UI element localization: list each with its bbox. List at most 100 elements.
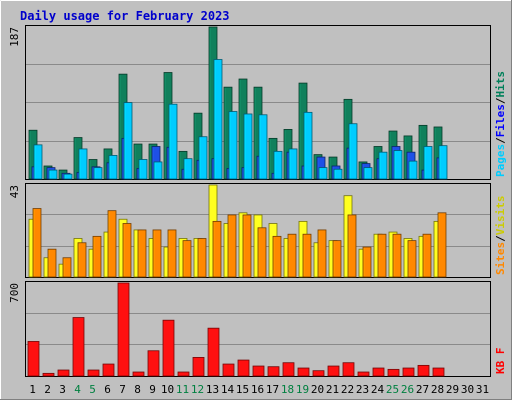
bar-sites-day-22 [347, 214, 357, 278]
bar-kb-f-day-5 [87, 369, 100, 377]
x-tick-label: 28 [431, 383, 444, 396]
bar-sites-day-21 [332, 240, 342, 278]
bar-sites-day-2 [47, 248, 57, 278]
legend-entry: / [494, 97, 507, 104]
bar-pages-day-25 [393, 150, 403, 180]
x-tick-label: 10 [161, 383, 174, 396]
bar-pages-day-15 [243, 113, 253, 180]
bar-pages-day-28 [438, 145, 448, 180]
x-tick-label: 23 [356, 383, 369, 396]
bar-sites-day-11 [182, 240, 192, 278]
chart-title: Daily usage for February 2023 [20, 9, 230, 23]
x-tick-label: 24 [371, 383, 385, 396]
visits-panel: 43 Sites/Visits [8, 183, 507, 278]
bar-kb-f-day-7 [117, 282, 130, 377]
bar-pages-day-13 [213, 59, 223, 180]
bar-sites-day-15 [242, 214, 252, 278]
bar-sites-day-24 [377, 233, 387, 278]
bar-kb-f-day-4 [72, 317, 85, 377]
bar-kb-f-day-26 [402, 367, 415, 377]
bar-pages-day-10 [168, 103, 178, 180]
bar-sites-day-5 [92, 235, 102, 278]
kb-panel: 700 KB F [8, 281, 507, 377]
bar-kb-f-day-15 [237, 359, 250, 377]
bar-kb-f-day-20 [312, 370, 325, 377]
x-tick-label: 1 [29, 383, 36, 396]
legend-entry: Sites [494, 242, 507, 275]
legend-entry: Pages [494, 144, 507, 177]
legend-entry: / [494, 137, 507, 144]
x-tick-label: 7 [119, 383, 126, 396]
bar-pages-day-22 [348, 123, 358, 180]
bar-sites-day-19 [302, 233, 312, 278]
x-tick-label: 30 [461, 383, 474, 396]
bar-sites-day-1 [32, 208, 42, 278]
bar-sites-day-14 [227, 214, 237, 278]
bar-kb-f-day-11 [177, 371, 190, 377]
legend-entry: Hits [494, 71, 507, 98]
bar-sites-day-6 [107, 210, 117, 278]
panel-frame [25, 281, 491, 377]
bar-pages-day-5 [93, 167, 103, 180]
x-tick-label: 22 [341, 383, 354, 396]
bar-kb-f-day-16 [252, 365, 265, 377]
bar-pages-day-26 [408, 160, 418, 180]
bar-pages-day-4 [78, 148, 88, 180]
x-tick-label: 4 [74, 383, 81, 396]
x-tick-label: 25 [386, 383, 399, 396]
bar-pages-day-17 [273, 150, 283, 180]
bar-sites-day-17 [272, 235, 282, 278]
x-tick-label: 20 [311, 383, 324, 396]
bar-kb-f-day-2 [42, 372, 55, 377]
bar-sites-day-12 [197, 238, 207, 278]
bar-pages-day-8 [138, 159, 148, 180]
bar-kb-f-day-10 [162, 319, 175, 377]
bar-pages-day-14 [228, 111, 238, 180]
bar-pages-day-1 [33, 144, 43, 180]
bar-pages-day-20 [318, 167, 328, 180]
bar-kb-f-day-27 [417, 364, 430, 377]
x-tick-label: 16 [251, 383, 264, 396]
panel-legend: KB F [494, 348, 507, 375]
x-tick-label: 21 [326, 383, 339, 396]
x-axis-ticks: 1 2 3 4 5 6 7 8 9 10 11 12 13 14 15 16 17 18 19 20 21 22 23 24 2… [29, 383, 489, 396]
bar-pages-day-24 [378, 151, 388, 180]
bar-kb-f-day-3 [57, 369, 70, 377]
bar-sites-day-13 [212, 220, 222, 278]
bar-pages-day-11 [183, 158, 193, 180]
bar-kb-f-day-1 [27, 341, 40, 377]
bar-kb-f-day-19 [297, 367, 310, 377]
panel-legend: Pages/Files/Hits [494, 71, 507, 177]
bar-kb-f-day-18 [282, 362, 295, 377]
x-tick-label: 11 [176, 383, 189, 396]
bar-kb-f-day-8 [132, 371, 145, 377]
x-tick-label: 29 [446, 383, 459, 396]
x-tick-label: 15 [236, 383, 249, 396]
bar-kb-f-day-6 [102, 363, 115, 377]
bar-kb-f-day-14 [222, 363, 235, 377]
x-tick-label: 12 [191, 383, 204, 396]
bar-kb-f-day-28 [432, 367, 445, 377]
legend-entry: Files [494, 104, 507, 137]
bar-pages-day-6 [108, 155, 118, 180]
bar-kb-f-day-21 [327, 365, 340, 377]
bar-sites-day-10 [167, 229, 177, 278]
x-tick-label: 13 [206, 383, 219, 396]
x-tick-label: 5 [89, 383, 96, 396]
bar-sites-day-26 [407, 240, 417, 278]
y-max-label: 43 [8, 185, 21, 198]
bar-kb-f-day-25 [387, 368, 400, 377]
bar-sites-day-23 [362, 246, 372, 278]
bar-sites-day-25 [392, 233, 402, 278]
bar-sites-day-18 [287, 233, 297, 278]
x-tick-label: 6 [104, 383, 111, 396]
bar-pages-day-12 [198, 136, 208, 180]
bar-pages-day-2 [48, 169, 58, 180]
bar-kb-f-day-9 [147, 350, 160, 377]
x-tick-label: 18 [281, 383, 294, 396]
y-max-label: 187 [8, 27, 21, 47]
bar-pages-day-16 [258, 114, 268, 180]
bar-kb-f-day-23 [357, 371, 370, 377]
bar-sites-day-28 [437, 212, 447, 278]
